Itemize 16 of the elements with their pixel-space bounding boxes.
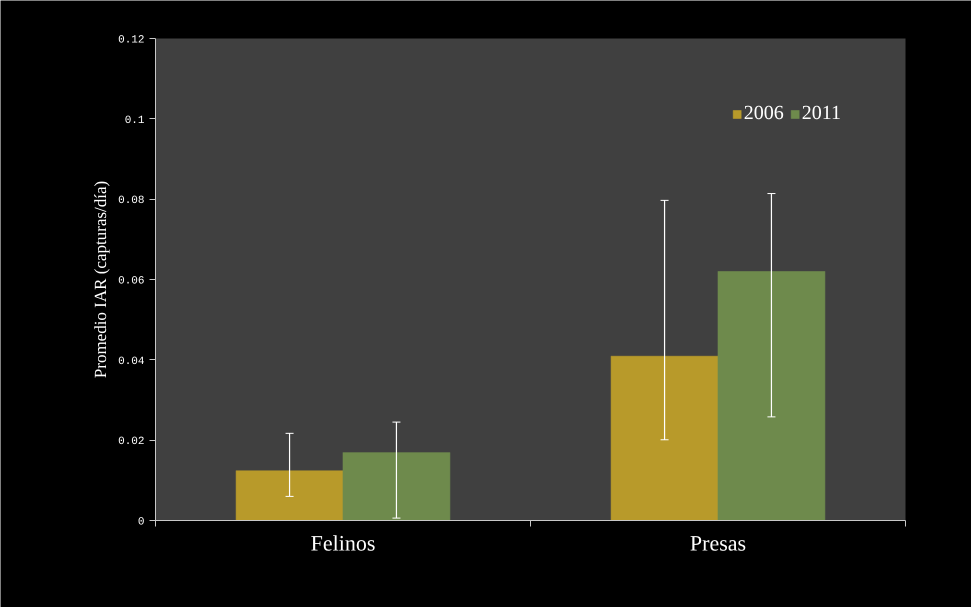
bar	[610, 356, 718, 520]
bar	[236, 470, 344, 520]
y-axis-title: Promedio IAR (capturas/día)	[91, 180, 110, 378]
y-tick-label: 0.1	[124, 114, 145, 127]
y-tick-label: 0.12	[118, 34, 144, 46]
bar	[718, 270, 826, 520]
x-tick-label: Presas	[690, 530, 746, 556]
y-tick-label: 0.04	[118, 356, 145, 368]
legend-label: 2006	[744, 102, 784, 125]
y-tick-label: 0	[138, 516, 145, 528]
x-tick-label: Felinos	[310, 530, 376, 556]
y-tick-label: 0.02	[118, 436, 144, 448]
y-tick-label: 0.08	[118, 195, 144, 208]
legend-label: 2011	[802, 102, 841, 125]
y-tick-label: 0.06	[118, 276, 144, 288]
bar	[342, 452, 450, 520]
